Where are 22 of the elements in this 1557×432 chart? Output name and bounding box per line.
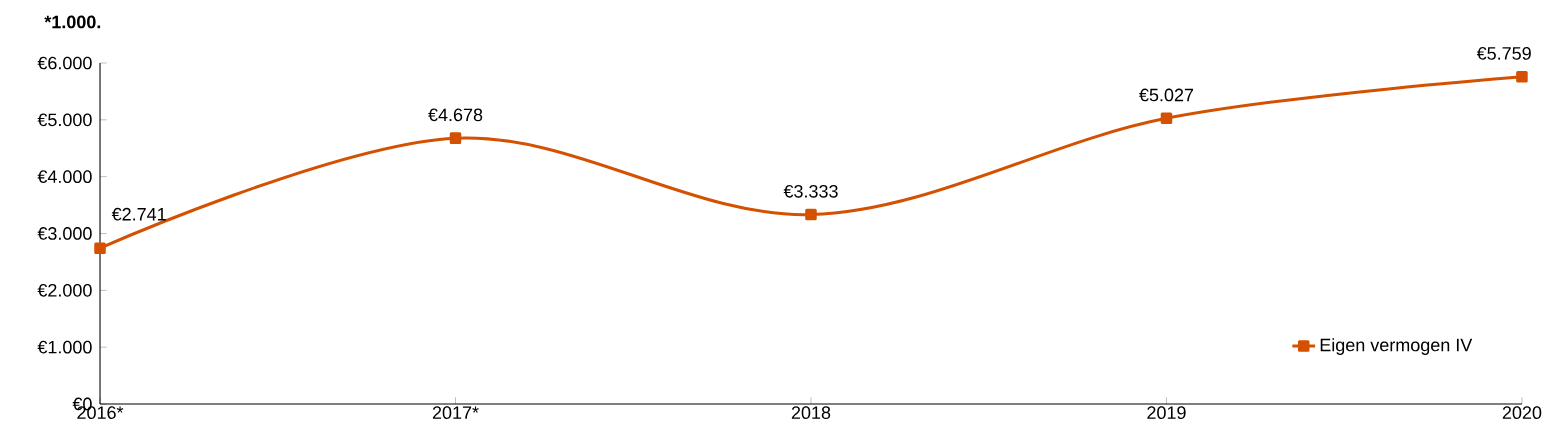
point bbox=[1160, 112, 1173, 125]
x-tick-label: 2020 bbox=[1502, 406, 1542, 419]
y-tick-label: €6.000 bbox=[37, 56, 92, 70]
point bbox=[449, 132, 462, 144]
x-tick-label: 2017* bbox=[432, 406, 479, 419]
data-label: €5.759 bbox=[1476, 47, 1531, 60]
point bbox=[94, 242, 106, 254]
y-tick-label: €4.000 bbox=[37, 170, 92, 184]
point bbox=[1516, 70, 1528, 83]
y-tick-label: €5.000 bbox=[37, 113, 92, 127]
y-tick-label: €2.000 bbox=[37, 283, 92, 297]
data-label: €4.678 bbox=[428, 108, 483, 122]
y-tick-label: €1.000 bbox=[37, 340, 92, 354]
y-tick-label: €3.000 bbox=[37, 227, 92, 240]
legend-label: Eigen vermogen IV bbox=[1320, 338, 1473, 355]
data-label: €2.741 bbox=[111, 207, 166, 221]
point bbox=[805, 208, 817, 221]
x-tick-label: 2018 bbox=[791, 406, 831, 419]
x-tick-label: 2019 bbox=[1147, 406, 1186, 419]
data-label: €5.027 bbox=[1139, 88, 1194, 102]
data-label: €3.333 bbox=[783, 184, 838, 198]
chart-title: *1.000. bbox=[44, 15, 101, 29]
